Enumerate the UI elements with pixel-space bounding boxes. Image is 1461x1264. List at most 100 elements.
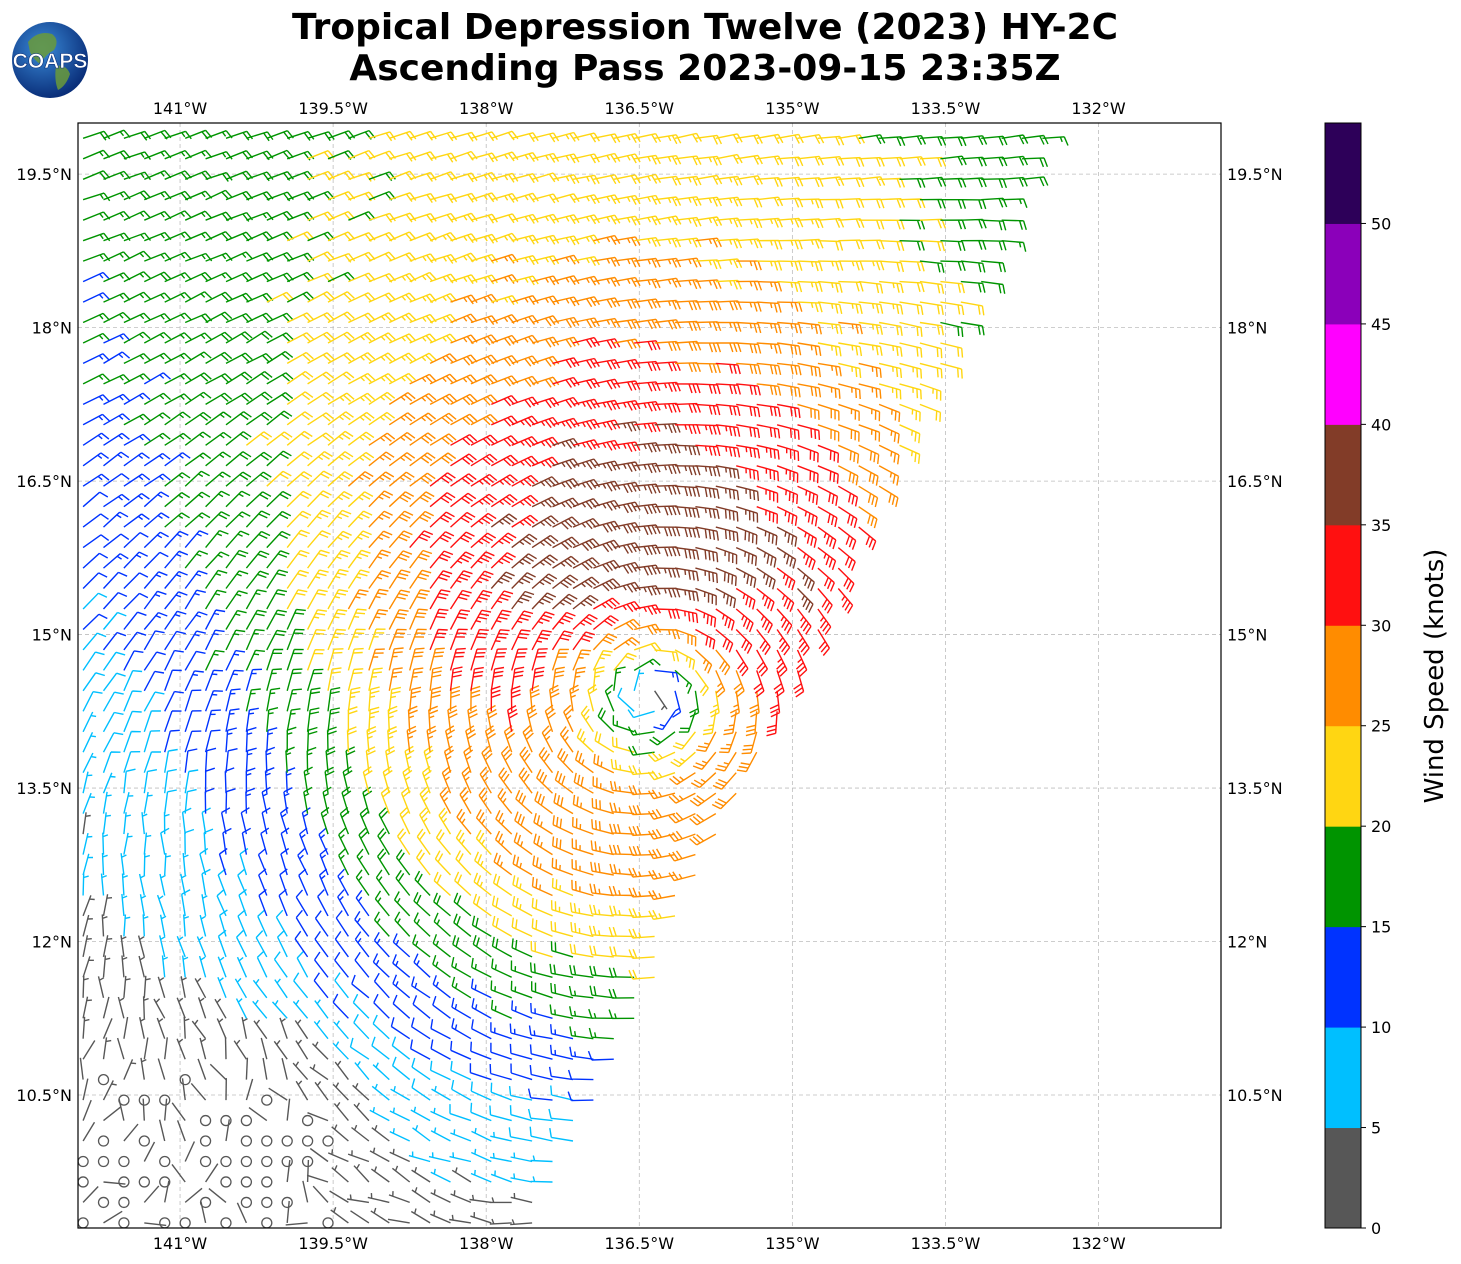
wind-barb <box>449 551 475 569</box>
wind-barb <box>286 271 315 283</box>
wind-barb <box>313 972 329 999</box>
wind-barb <box>432 995 451 1019</box>
wind-barb <box>593 520 621 533</box>
wind-barb <box>143 512 170 528</box>
wind-barb <box>368 628 386 651</box>
wind-barb <box>549 684 560 712</box>
wind-barb <box>295 889 309 917</box>
wind-barb <box>450 274 478 285</box>
wind-barb <box>450 313 478 324</box>
wind-barb <box>409 192 437 203</box>
wind-barb <box>225 748 238 773</box>
wind-barb <box>225 570 249 589</box>
wind-barb <box>164 610 187 630</box>
lat-tick-label-right: 15°N <box>1227 626 1267 645</box>
wind-barb <box>569 943 594 958</box>
wind-barb <box>327 490 353 508</box>
wind-barb <box>142 914 149 937</box>
wind-barb <box>654 402 681 413</box>
wind-barb <box>204 709 221 732</box>
wind-barb <box>216 1018 227 1039</box>
wind-barb <box>470 274 498 285</box>
wind-barb <box>199 914 207 937</box>
wind-barb <box>551 666 565 691</box>
wind-barb <box>695 567 718 584</box>
wind-barb <box>274 978 288 999</box>
wind-barb <box>628 948 655 959</box>
wind-barb <box>180 976 187 998</box>
wind-barb <box>245 530 271 549</box>
wind-barb <box>960 199 987 210</box>
wind-barb <box>940 342 964 358</box>
wind-barb <box>225 352 253 365</box>
wind-barb <box>960 321 985 336</box>
wind-barb <box>470 978 492 999</box>
lat-tick-label-right: 10.5°N <box>1227 1086 1283 1105</box>
wind-barb <box>695 526 719 541</box>
wind-barb <box>549 1004 574 1019</box>
wind-barb <box>633 658 661 672</box>
wind-barb <box>236 956 248 978</box>
wind-barb <box>551 648 569 671</box>
wind-barb <box>634 401 661 412</box>
wind-barb <box>529 962 553 978</box>
wind-barb <box>123 171 152 181</box>
wind-barb <box>858 444 880 464</box>
calm-marker <box>220 1176 232 1188</box>
wind-barb <box>541 725 554 753</box>
wind-barb <box>378 807 390 835</box>
wind-barb <box>164 432 192 446</box>
wind-barb <box>470 334 499 346</box>
wind-barb <box>412 995 431 1019</box>
wind-barb <box>429 647 445 671</box>
wind-barb <box>777 321 802 334</box>
wind-barb <box>102 772 116 794</box>
wind-barb <box>451 997 472 1019</box>
wind-barb <box>634 564 661 576</box>
wind-barb <box>551 877 574 897</box>
wind-barb <box>143 551 169 569</box>
wind-barb <box>194 977 207 999</box>
wind-barb <box>735 649 749 677</box>
wind-barb <box>362 786 373 814</box>
wind-barb <box>349 1037 370 1060</box>
wind-barb <box>674 216 702 227</box>
wind-barb <box>197 1058 207 1080</box>
wind-barb <box>470 354 499 366</box>
wind-barb <box>327 549 351 569</box>
wind-barb <box>286 1200 290 1223</box>
wind-barb <box>878 485 899 508</box>
wind-barb <box>878 465 900 486</box>
wind-barb <box>302 1180 309 1203</box>
wind-barb <box>527 1108 553 1122</box>
wind-barb <box>450 1040 472 1060</box>
wind-barb <box>176 1120 186 1142</box>
wind-barb <box>368 432 396 446</box>
wind-barb <box>613 400 641 411</box>
wind-barb <box>858 219 885 230</box>
wind-barb <box>266 589 288 610</box>
lon-tick-label-bottom: 141°W <box>153 1234 208 1253</box>
wind-barb <box>522 725 534 753</box>
wind-barb <box>756 546 777 568</box>
wind-barb <box>588 925 614 938</box>
wind-barb <box>225 511 251 528</box>
wind-barb <box>286 391 314 405</box>
wind-barb <box>715 383 741 395</box>
wind-barb <box>511 396 539 408</box>
wind-barb <box>324 766 335 794</box>
wind-barb <box>491 895 513 917</box>
wind-barb <box>531 476 560 488</box>
wind-barb <box>589 945 614 958</box>
wind-barb <box>246 231 274 242</box>
wind-barb <box>593 753 615 774</box>
lat-tick-label-left: 15°N <box>32 626 72 645</box>
wind-barb <box>307 331 335 344</box>
wind-barb <box>736 134 763 145</box>
wind-barb <box>307 1112 329 1122</box>
wind-barb <box>184 611 208 630</box>
wind-barb <box>184 411 212 426</box>
wind-barb <box>695 506 720 520</box>
wind-barb <box>327 352 355 365</box>
wind-barb <box>353 1013 370 1040</box>
